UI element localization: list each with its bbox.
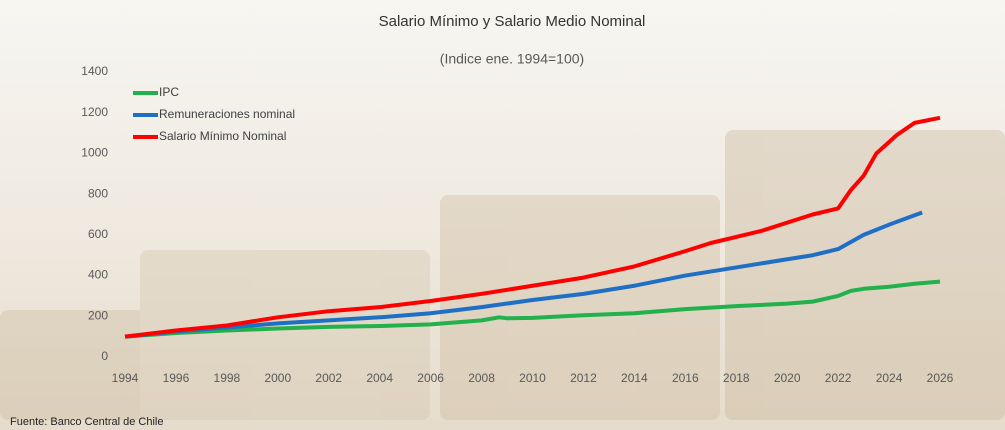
x-tick-label: 1998 [214,371,241,385]
x-tick-label: 2020 [774,371,801,385]
x-tick-label: 1994 [112,371,139,385]
x-tick-label: 2026 [927,371,954,385]
x-tick-label: 2012 [570,371,597,385]
y-tick-label: 800 [88,186,108,200]
x-tick-label: 2024 [876,371,903,385]
legend-label: IPC [159,85,179,99]
x-tick-label: 2022 [825,371,852,385]
y-tick-label: 0 [101,349,108,363]
coin-stacks [0,130,1005,420]
y-tick-label: 400 [88,268,108,282]
x-tick-label: 2004 [366,371,393,385]
x-tick-label: 2006 [417,371,444,385]
legend-label: Remuneraciones nominal [159,107,295,121]
x-tick-label: 2018 [723,371,750,385]
x-tick-label: 2014 [621,371,648,385]
y-tick-label: 1000 [81,146,108,160]
y-tick-label: 1200 [81,105,108,119]
x-tick-label: 1996 [163,371,190,385]
series-line [124,279,941,339]
y-tick-label: 1400 [81,64,108,78]
x-tick-label: 2010 [519,371,546,385]
chart-title: Salario Mínimo y Salario Medio Nominal [379,13,646,30]
series-line [124,210,923,339]
source-note: Fuente: Banco Central de Chile [10,416,163,428]
legend-label: Salario Mínimo Nominal [159,129,286,143]
chart-subtitle: (Indice ene. 1994=100) [440,51,584,67]
x-tick-label: 2002 [315,371,342,385]
series-line [124,115,941,339]
x-tick-label: 2000 [264,371,291,385]
x-tick-label: 2008 [468,371,495,385]
y-tick-label: 200 [88,308,108,322]
x-tick-label: 2016 [672,371,699,385]
y-tick-label: 600 [88,227,108,241]
